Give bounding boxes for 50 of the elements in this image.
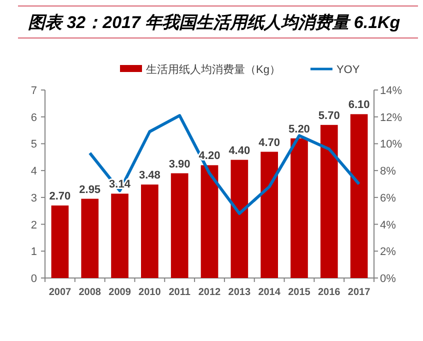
y-tick-label: 3 (30, 192, 37, 204)
y-tick-label: 2 (30, 219, 37, 232)
bar (200, 165, 218, 278)
data-label: 6.10 (348, 99, 370, 112)
y2-tick-label: 0% (380, 273, 396, 285)
bar (230, 160, 248, 278)
x-tick-label: 2009 (108, 287, 132, 298)
y2-tick-label: 2% (380, 246, 396, 258)
x-tick-label: 2014 (258, 287, 281, 298)
bar (290, 138, 308, 278)
bar (141, 184, 158, 278)
legend-label: YOY (336, 64, 360, 76)
legend-label: 生活用纸人均消费量（Kg） (146, 63, 280, 76)
y-tick-label: 0 (30, 273, 37, 285)
data-label: 2.70 (49, 190, 71, 202)
x-tick-label: 2012 (198, 287, 222, 298)
x-tick-label: 2013 (228, 287, 251, 298)
x-tick-label: 2011 (168, 287, 191, 298)
y2-tick-label: 8% (380, 166, 396, 178)
x-tick-label: 2010 (138, 287, 162, 298)
y2-tick-label: 10% (380, 138, 402, 151)
bar (111, 194, 128, 278)
data-label: 4.40 (228, 144, 250, 157)
bar (260, 152, 278, 278)
y-tick-label: 6 (30, 112, 37, 124)
data-label: 5.70 (318, 110, 340, 122)
chart-title: 图表 32：2017 年我国生活用纸人均消费量 6.1Kg (28, 13, 401, 32)
x-tick-label: 2016 (318, 287, 341, 298)
bar (320, 124, 338, 278)
data-label: 3.90 (168, 158, 190, 170)
y-tick-label: 5 (30, 138, 37, 151)
bar (170, 173, 188, 278)
data-label: 2.95 (79, 184, 101, 196)
y2-tick-label: 4% (380, 219, 396, 232)
x-tick-label: 2017 (348, 287, 371, 298)
y2-tick-label: 14% (380, 85, 402, 97)
y2-tick-label: 6% (380, 192, 396, 204)
data-label: 3.48 (138, 170, 160, 182)
x-tick-label: 2015 (288, 287, 311, 298)
bar (51, 205, 69, 278)
y-tick-label: 1 (30, 246, 37, 258)
x-tick-label: 2008 (78, 287, 102, 298)
data-label: 5.20 (288, 123, 310, 136)
data-label: 4.70 (258, 136, 280, 149)
y2-tick-label: 12% (380, 112, 402, 124)
y-tick-label: 7 (30, 85, 37, 97)
bar (350, 114, 368, 278)
bar (81, 198, 99, 278)
y-tick-label: 4 (30, 166, 37, 178)
x-tick-label: 2007 (48, 287, 72, 298)
